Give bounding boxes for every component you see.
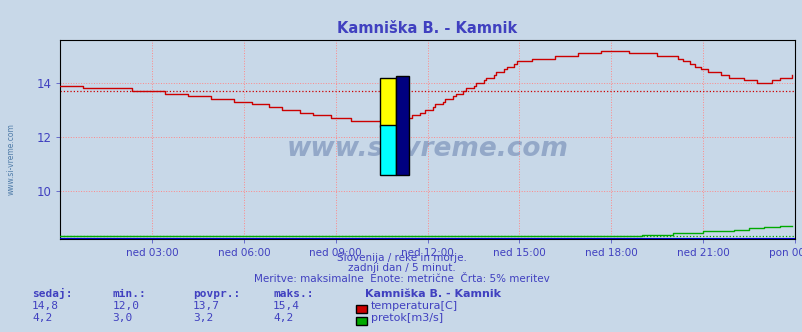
Text: 3,2: 3,2 [192,313,213,323]
Title: Kamniška B. - Kamnik: Kamniška B. - Kamnik [337,21,517,36]
FancyBboxPatch shape [379,78,395,127]
Text: Slovenija / reke in morje.: Slovenija / reke in morje. [336,253,466,263]
Text: povpr.:: povpr.: [192,289,240,299]
Text: maks.:: maks.: [273,289,313,299]
Text: Meritve: maksimalne  Enote: metrične  Črta: 5% meritev: Meritve: maksimalne Enote: metrične Črta… [253,274,549,284]
Text: 15,4: 15,4 [273,301,300,311]
Text: temperatura[C]: temperatura[C] [371,301,457,311]
Text: zadnji dan / 5 minut.: zadnji dan / 5 minut. [347,263,455,273]
Text: min.:: min.: [112,289,146,299]
Text: 4,2: 4,2 [273,313,293,323]
Text: pretok[m3/s]: pretok[m3/s] [371,313,443,323]
FancyBboxPatch shape [395,76,409,175]
Text: sedaj:: sedaj: [32,288,72,299]
Text: 14,8: 14,8 [32,301,59,311]
FancyBboxPatch shape [379,125,395,175]
Text: 12,0: 12,0 [112,301,140,311]
Text: 3,0: 3,0 [112,313,132,323]
Text: www.si-vreme.com: www.si-vreme.com [286,136,568,162]
Text: 4,2: 4,2 [32,313,52,323]
Text: 13,7: 13,7 [192,301,220,311]
Text: Kamniška B. - Kamnik: Kamniška B. - Kamnik [365,289,500,299]
Text: www.si-vreme.com: www.si-vreme.com [6,124,15,195]
